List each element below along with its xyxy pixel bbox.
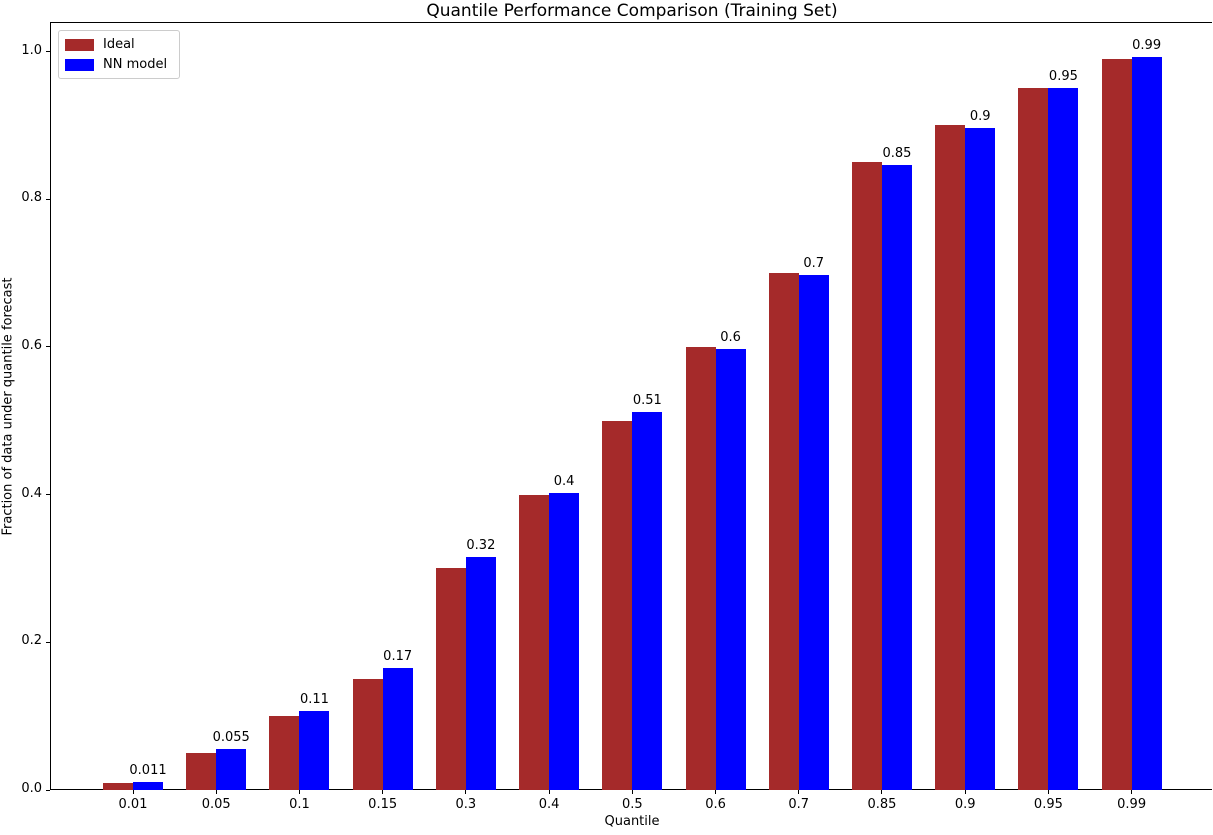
x-tick-label: 0.6 [705,797,726,812]
bar-value-label-0.95: 0.95 [1048,69,1078,85]
bar-nn-model-0.7 [798,274,829,790]
y-tick-mark [46,346,50,348]
x-tick-label: 0.3 [455,797,477,812]
legend-item-ideal: Ideal [65,37,167,52]
bar-nn-model-0.05 [216,749,247,790]
bar-nn-model-0.6 [715,349,746,790]
legend-swatch-ideal [65,38,94,51]
x-tick-mark [715,790,717,794]
bar-ideal-0.15 [352,679,383,790]
x-tick-mark [465,790,467,794]
legend-label: NN model [103,57,168,72]
bar-value-label-0.7: 0.7 [803,255,825,271]
x-tick-mark [881,790,883,794]
y-tick-mark [46,51,50,53]
bar-nn-model-0.95 [1048,88,1079,790]
x-tick-mark [964,790,966,794]
bar-value-label-0.4: 0.4 [553,474,575,490]
bar-ideal-0.7 [768,273,799,790]
bar-ideal-0.4 [519,494,550,790]
x-tick-label: 0.1 [289,797,310,812]
y-tick-label: 0.8 [21,190,42,206]
y-tick-mark [46,198,50,200]
bar-value-label-0.6: 0.6 [720,330,741,346]
x-axis-label: Quantile [604,814,660,829]
x-tick-mark [631,790,633,794]
x-tick-mark [132,790,134,794]
bar-ideal-0.5 [602,420,633,790]
y-tick-mark [46,641,50,643]
x-tick-label: 0.15 [368,797,398,812]
bar-nn-model-0.99 [1131,57,1162,790]
x-tick-label: 0.9 [954,797,976,812]
chart-title: Quantile Performance Comparison (Trainin… [426,1,838,21]
bar-ideal-0.01 [103,782,133,790]
bar-ideal-0.85 [851,162,882,790]
x-tick-mark [382,790,384,794]
bar-nn-model-0.5 [632,411,663,790]
bar-value-label-0.5: 0.51 [632,392,662,408]
y-tick-mark [46,789,50,791]
bar-nn-model-0.15 [382,668,413,790]
x-tick-mark [548,790,550,794]
bar-value-label-0.85: 0.85 [882,145,912,161]
x-tick-mark [1047,790,1049,794]
bar-nn-model-0.01 [133,781,163,790]
x-tick-label: 0.7 [788,797,810,812]
bar-ideal-0.95 [1018,88,1049,790]
bar-value-label-0.3: 0.32 [466,538,496,554]
x-tick-mark [215,790,217,794]
bar-value-label-0.05: 0.055 [212,730,250,746]
bar-value-label-0.1: 0.11 [299,691,329,707]
y-tick-label: 0.2 [21,633,42,649]
x-tick-label: 0.01 [118,797,148,812]
y-tick-label: 0.0 [21,781,42,796]
legend-swatch-nn-model [65,58,94,71]
y-tick-label: 1.0 [21,42,42,58]
bar-value-label-0.01: 0.011 [129,762,167,778]
legend: Ideal NN model [58,30,181,79]
bar-ideal-0.9 [935,125,966,790]
bar-ideal-0.6 [685,346,716,790]
x-tick-label: 0.99 [1117,797,1147,812]
x-tick-label: 0.5 [621,797,643,812]
legend-item-nn-model: NN model [65,57,167,72]
legend-label: Ideal [103,37,135,52]
x-tick-label: 0.4 [538,797,560,812]
bar-value-label-0.99: 0.99 [1132,38,1162,54]
y-tick-mark [46,494,50,496]
bar-value-label-0.9: 0.9 [969,109,991,125]
x-tick-mark [798,790,800,794]
y-axis-label: Fraction of data under quantile forecast [0,277,16,536]
x-tick-mark [1131,790,1133,794]
y-tick-label: 0.4 [21,485,42,501]
bar-nn-model-0.85 [881,164,912,790]
bar-ideal-0.1 [269,716,300,790]
bar-nn-model-0.4 [549,493,580,790]
y-tick-label: 0.6 [21,337,42,353]
bar-nn-model-0.1 [299,710,330,790]
bar-nn-model-0.3 [465,557,496,790]
bar-value-label-0.15: 0.17 [383,649,413,665]
x-tick-label: 0.95 [1033,797,1063,812]
x-tick-label: 0.05 [201,797,231,812]
bar-ideal-0.99 [1101,58,1132,790]
bar-nn-model-0.9 [965,128,996,790]
x-tick-mark [298,790,300,794]
x-tick-label: 0.85 [867,797,897,812]
bar-ideal-0.05 [186,753,217,790]
bar-ideal-0.3 [435,568,466,790]
